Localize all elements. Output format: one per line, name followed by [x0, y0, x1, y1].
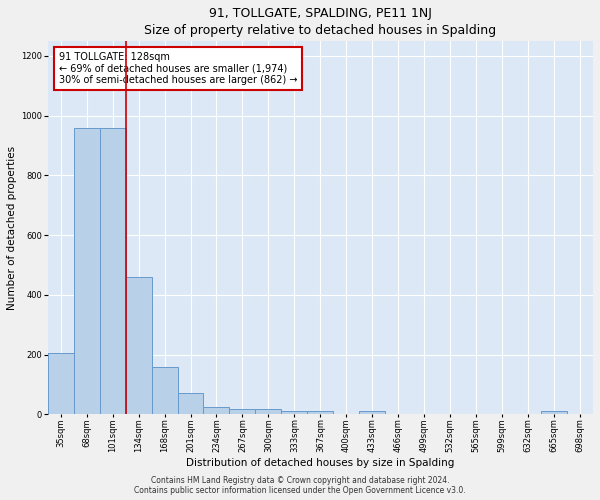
Bar — [359, 412, 385, 414]
Text: 91 TOLLGATE: 128sqm
← 69% of detached houses are smaller (1,974)
30% of semi-det: 91 TOLLGATE: 128sqm ← 69% of detached ho… — [59, 52, 297, 86]
Bar — [229, 409, 256, 414]
Bar — [125, 277, 152, 414]
Bar — [541, 412, 567, 414]
X-axis label: Distribution of detached houses by size in Spalding: Distribution of detached houses by size … — [186, 458, 455, 468]
Bar — [47, 353, 74, 414]
Bar — [281, 412, 307, 414]
Text: Contains HM Land Registry data © Crown copyright and database right 2024.
Contai: Contains HM Land Registry data © Crown c… — [134, 476, 466, 495]
Bar — [203, 407, 229, 414]
Bar — [307, 412, 334, 414]
Bar — [256, 409, 281, 414]
Y-axis label: Number of detached properties: Number of detached properties — [7, 146, 17, 310]
Bar — [74, 128, 100, 414]
Title: 91, TOLLGATE, SPALDING, PE11 1NJ
Size of property relative to detached houses in: 91, TOLLGATE, SPALDING, PE11 1NJ Size of… — [144, 7, 496, 37]
Bar — [178, 394, 203, 414]
Bar — [152, 366, 178, 414]
Bar — [100, 128, 125, 414]
